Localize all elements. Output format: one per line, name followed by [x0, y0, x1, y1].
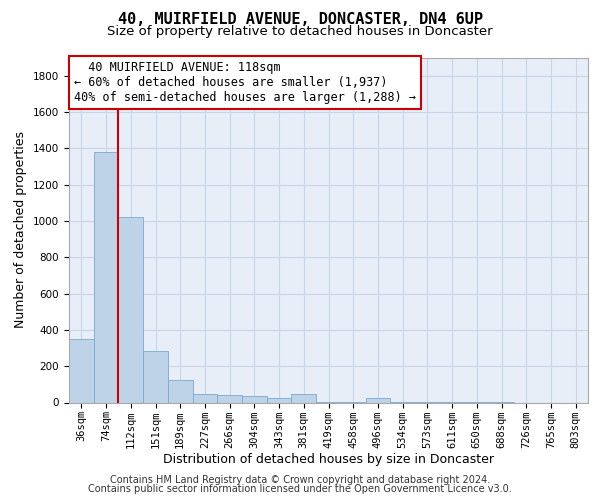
Bar [217, 395, 242, 402]
Text: 40 MUIRFIELD AVENUE: 118sqm
← 60% of detached houses are smaller (1,937)
40% of : 40 MUIRFIELD AVENUE: 118sqm ← 60% of det… [74, 61, 416, 104]
Bar [118, 218, 143, 402]
Text: Contains HM Land Registry data © Crown copyright and database right 2024.: Contains HM Land Registry data © Crown c… [110, 475, 490, 485]
Bar [168, 380, 193, 402]
Bar [267, 398, 292, 402]
Bar [242, 396, 267, 402]
Bar [365, 398, 390, 402]
Bar [69, 339, 94, 402]
Text: Size of property relative to detached houses in Doncaster: Size of property relative to detached ho… [107, 25, 493, 38]
Y-axis label: Number of detached properties: Number of detached properties [14, 132, 28, 328]
Bar [143, 351, 168, 403]
Text: 40, MUIRFIELD AVENUE, DONCASTER, DN4 6UP: 40, MUIRFIELD AVENUE, DONCASTER, DN4 6UP [118, 12, 482, 28]
X-axis label: Distribution of detached houses by size in Doncaster: Distribution of detached houses by size … [163, 453, 494, 466]
Bar [94, 152, 118, 403]
Bar [193, 394, 217, 402]
Bar [292, 394, 316, 402]
Text: Contains public sector information licensed under the Open Government Licence v3: Contains public sector information licen… [88, 484, 512, 494]
